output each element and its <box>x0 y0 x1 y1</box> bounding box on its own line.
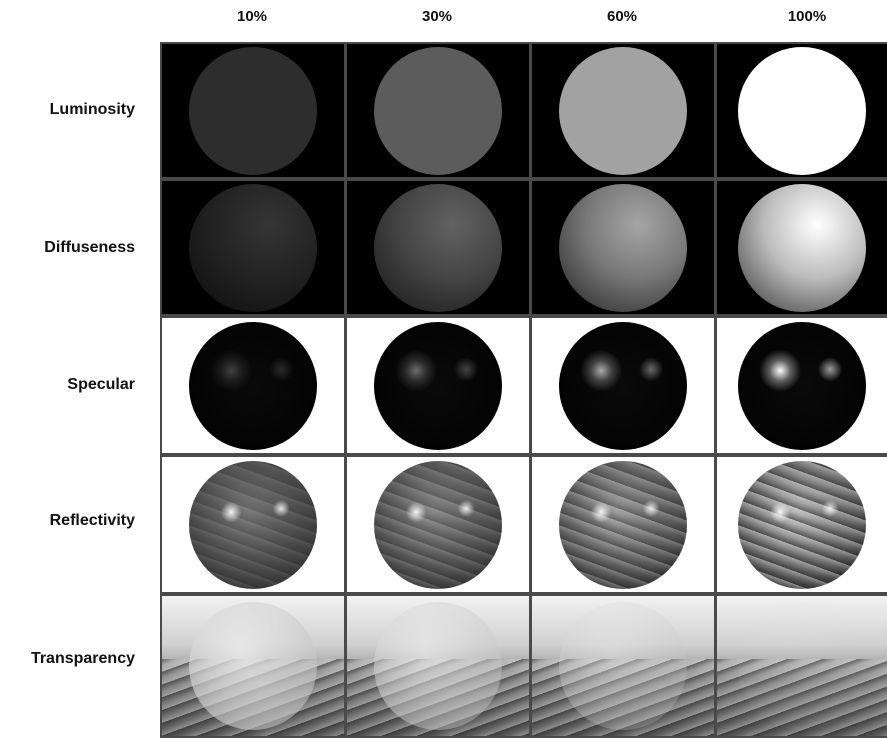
material-sphere <box>189 46 317 175</box>
material-sphere <box>738 321 866 450</box>
material-sphere <box>559 46 687 175</box>
material-sphere <box>374 602 502 730</box>
specular-cell-30 <box>347 318 529 453</box>
transparency-cell-60 <box>532 596 714 736</box>
material-sphere <box>374 321 502 450</box>
scene-background <box>532 659 714 736</box>
row-label-diffuseness: Diffuseness <box>44 239 135 256</box>
scene-background <box>717 659 887 736</box>
material-sphere <box>374 46 502 175</box>
column-header-100: 100% <box>787 8 827 25</box>
reflectivity-cell-100 <box>717 457 887 592</box>
specular-cell-60 <box>532 318 714 453</box>
reflectivity-cell-10 <box>162 457 344 592</box>
row-label-transparency: Transparency <box>30 650 135 667</box>
material-sphere <box>559 602 687 730</box>
column-header-30: 30% <box>421 8 453 25</box>
material-sphere <box>738 602 866 730</box>
row-label-luminosity: Luminosity <box>49 101 135 118</box>
row-label-reflectivity: Reflectivity <box>49 512 135 529</box>
reflectivity-cell-30 <box>347 457 529 592</box>
material-sphere <box>738 460 866 589</box>
specular-cell-10 <box>162 318 344 453</box>
transparency-cell-100 <box>717 596 887 736</box>
material-sphere <box>189 183 317 312</box>
material-sphere <box>374 460 502 589</box>
material-sphere <box>559 460 687 589</box>
diffuseness-cell-100 <box>717 181 887 314</box>
luminosity-cell-10 <box>162 44 344 177</box>
material-sphere <box>559 321 687 450</box>
diffuseness-cell-60 <box>532 181 714 314</box>
transparency-cell-30 <box>347 596 529 736</box>
material-sphere <box>559 183 687 312</box>
material-sphere <box>189 460 317 589</box>
material-sphere <box>189 321 317 450</box>
specular-cell-100 <box>717 318 887 453</box>
reflectivity-cell-60 <box>532 457 714 592</box>
row-label-specular: Specular <box>67 376 135 393</box>
diffuseness-cell-30 <box>347 181 529 314</box>
diffuseness-cell-10 <box>162 181 344 314</box>
material-sphere <box>374 183 502 312</box>
column-header-10: 10% <box>236 8 268 25</box>
transparency-cell-10 <box>162 596 344 736</box>
luminosity-cell-100 <box>717 44 887 177</box>
material-sphere-grid <box>160 42 887 738</box>
luminosity-cell-60 <box>532 44 714 177</box>
material-sphere <box>189 602 317 730</box>
luminosity-cell-30 <box>347 44 529 177</box>
column-header-60: 60% <box>606 8 638 25</box>
material-sphere <box>738 183 866 312</box>
material-sphere <box>738 46 866 175</box>
